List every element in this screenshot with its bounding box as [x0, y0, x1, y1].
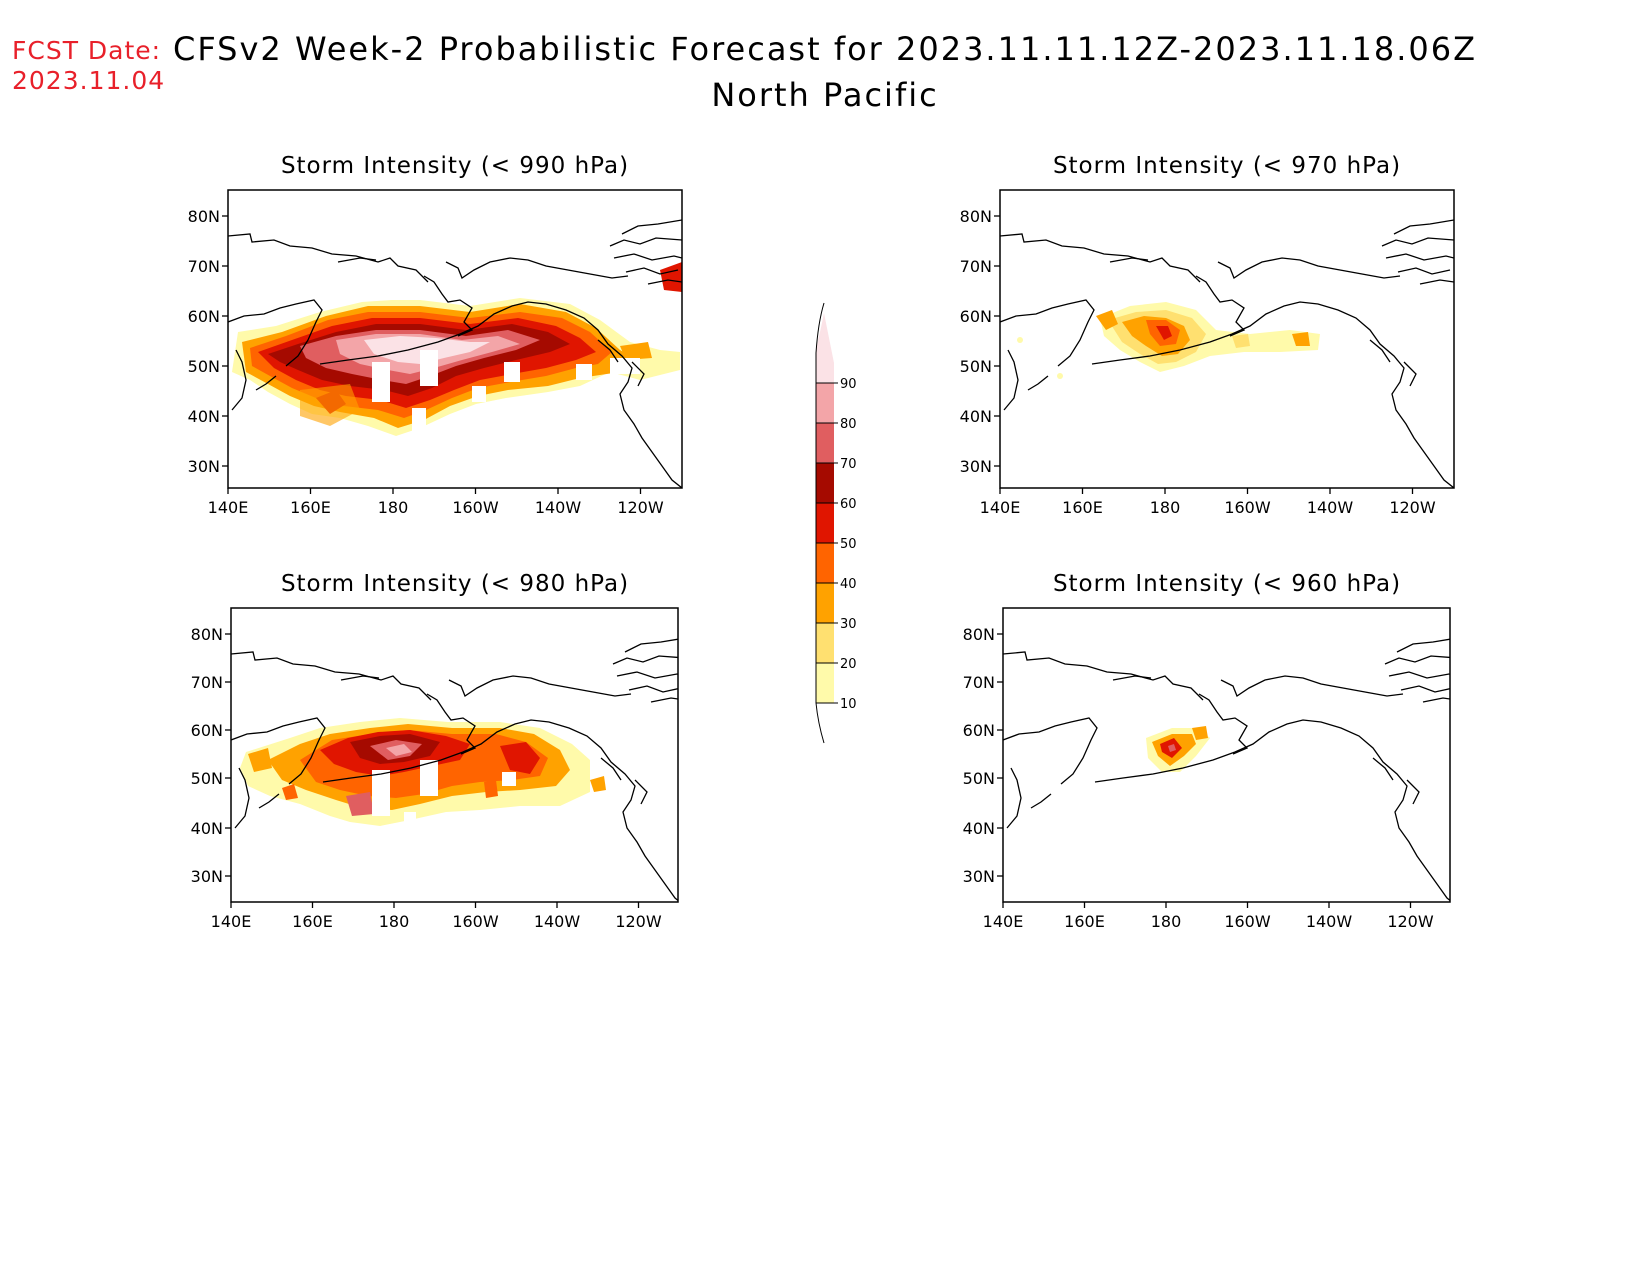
forecast-date-block: FCST Date: 2023.11.04: [12, 36, 165, 96]
colorbar: 10 20 30 40 50 60 70 80 90: [815, 302, 857, 744]
lat-tick-label: 30N: [960, 457, 992, 476]
lat-tick-label: 70N: [960, 257, 992, 276]
colorbar-label: 50: [840, 537, 857, 552]
colorbar-label: 10: [840, 697, 857, 712]
map-panel-960: Storm Intensity (< 960 hPa): [1002, 571, 1451, 903]
colorbar-label: 90: [840, 377, 857, 392]
lon-tick-label: 180: [378, 498, 409, 517]
colorbar-bottom-cap: [815, 702, 825, 744]
lon-tick-label: 140E: [980, 498, 1021, 517]
colorbar-segment: [816, 383, 834, 423]
colorbar-segment: [816, 543, 834, 583]
lat-tick-label: 30N: [188, 457, 220, 476]
panel-title-970: Storm Intensity (< 970 hPa): [1053, 153, 1401, 179]
lat-tick-label: 30N: [963, 867, 995, 886]
lon-tick-label: 140W: [535, 498, 582, 517]
lat-tick-label: 50N: [960, 357, 992, 376]
lat-tick-label: 70N: [963, 673, 995, 692]
lat-tick-label: 80N: [188, 207, 220, 226]
lat-tick-label: 60N: [188, 307, 220, 326]
page-subtitle: North Pacific: [711, 76, 939, 114]
lon-tick-label: 160W: [452, 498, 499, 517]
lat-tick-label: 60N: [960, 307, 992, 326]
lon-tick-label: 140W: [1306, 912, 1353, 931]
lon-tick-label: 160E: [292, 912, 333, 931]
lon-tick-label: 160E: [290, 498, 331, 517]
map-panel-990: Storm Intensity (< 990 hPa): [227, 153, 683, 489]
colorbar-label: 30: [840, 617, 857, 632]
colorbar-segment: [816, 623, 834, 663]
lat-tick-label: 80N: [960, 207, 992, 226]
lon-tick-label: 120W: [615, 912, 662, 931]
lat-tick-label: 70N: [191, 673, 223, 692]
colorbar-segment: [816, 423, 834, 463]
colorbar-segment: [816, 463, 834, 503]
lon-tick-label: 140E: [983, 912, 1024, 931]
lat-tick-label: 60N: [191, 721, 223, 740]
panel-title-980: Storm Intensity (< 980 hPa): [281, 571, 629, 597]
lon-tick-label: 140W: [1307, 498, 1354, 517]
lat-tick-label: 30N: [191, 867, 223, 886]
colorbar-segment: [816, 503, 834, 543]
lon-tick-label: 160W: [1224, 498, 1271, 517]
lon-tick-label: 160E: [1064, 912, 1105, 931]
map-panel-970: Storm Intensity (< 970 hPa): [999, 153, 1455, 489]
lon-tick-label: 140E: [208, 498, 249, 517]
lon-tick-label: 180: [379, 912, 410, 931]
lon-tick-label: 160E: [1062, 498, 1103, 517]
lat-tick-label: 40N: [191, 819, 223, 838]
colorbar-segment: [816, 313, 834, 383]
probability-field-980: [231, 637, 678, 902]
lon-tick-label: 140W: [534, 912, 581, 931]
lat-tick-label: 50N: [188, 357, 220, 376]
lon-tick-label: 180: [1150, 498, 1181, 517]
lon-tick-label: 160W: [452, 912, 499, 931]
axis-labels: 140E 160E 180 160W 140W 120W 80N 70N 60N 50N 40N 30…: [188, 207, 1436, 931]
panel-title-960: Storm Intensity (< 960 hPa): [1053, 571, 1401, 597]
lat-tick-label: 80N: [191, 625, 223, 644]
probability-field-990: [228, 219, 682, 488]
lat-tick-label: 80N: [963, 625, 995, 644]
colorbar-label: 40: [840, 577, 857, 592]
map-panel-980: Storm Intensity (< 980 hPa): [230, 571, 679, 903]
forecast-date-label: FCST Date:: [12, 36, 162, 65]
lat-tick-label: 40N: [188, 407, 220, 426]
probability-field-960: [1003, 637, 1450, 902]
lat-tick-label: 60N: [963, 721, 995, 740]
lon-tick-label: 120W: [1387, 912, 1434, 931]
lon-tick-label: 120W: [617, 498, 664, 517]
colorbar-label: 60: [840, 497, 857, 512]
lat-tick-label: 50N: [963, 769, 995, 788]
lat-tick-label: 70N: [188, 257, 220, 276]
probability-field-970: [1000, 219, 1454, 488]
lat-tick-label: 50N: [191, 769, 223, 788]
colorbar-segment: [816, 663, 834, 703]
page-title: CFSv2 Week-2 Probabilistic Forecast for …: [172, 30, 1478, 68]
lat-tick-label: 40N: [960, 407, 992, 426]
lon-tick-label: 140E: [211, 912, 252, 931]
colorbar-label: 20: [840, 657, 857, 672]
lon-tick-label: 120W: [1389, 498, 1436, 517]
lon-tick-label: 180: [1151, 912, 1182, 931]
panel-title-990: Storm Intensity (< 990 hPa): [281, 153, 629, 179]
colorbar-label: 70: [840, 457, 857, 472]
lon-tick-label: 160W: [1224, 912, 1271, 931]
lat-tick-label: 40N: [963, 819, 995, 838]
colorbar-top-cap: [815, 302, 825, 354]
colorbar-segment: [816, 583, 834, 623]
colorbar-label: 80: [840, 417, 857, 432]
forecast-date-value: 2023.11.04: [12, 66, 166, 95]
